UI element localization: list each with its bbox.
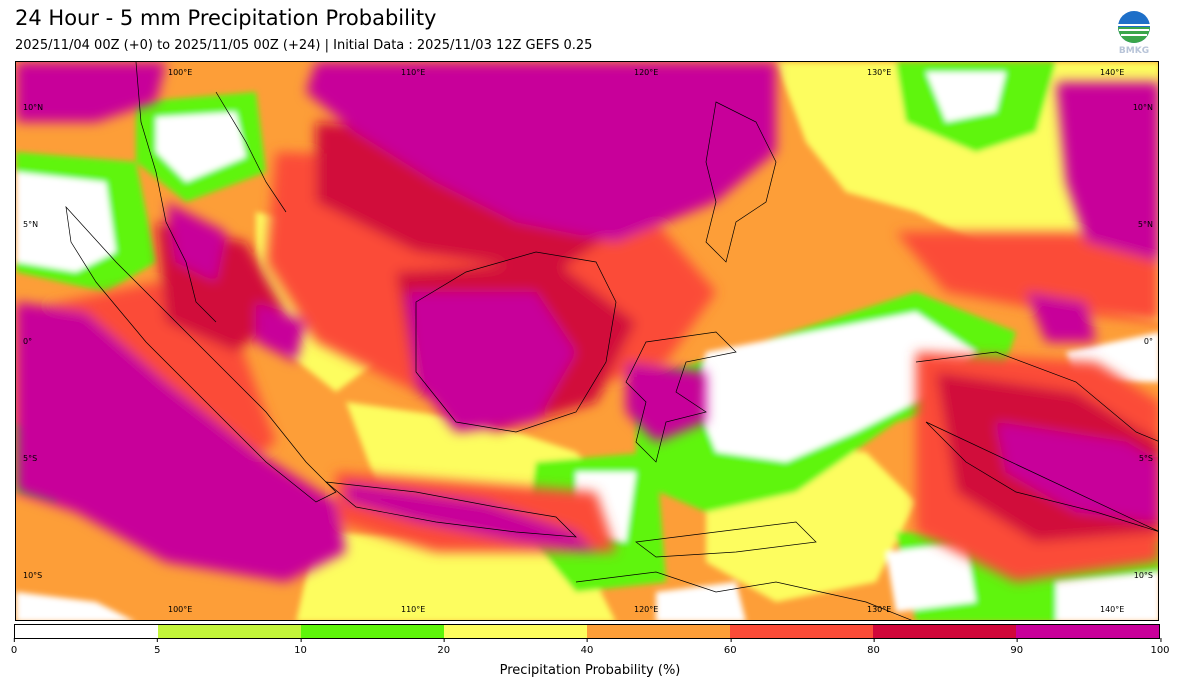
coastline-borneo bbox=[415, 251, 617, 433]
field-magenta-indian-ocean bbox=[16, 302, 346, 582]
colorbar-segment bbox=[1016, 625, 1159, 638]
field-magenta-sumatra bbox=[166, 202, 226, 282]
colorbar-tick-label: 0 bbox=[11, 638, 17, 656]
coastline-java bbox=[324, 481, 577, 538]
lon-label-bottom-110e: 110°E bbox=[401, 605, 425, 614]
colorbar-tick-label: 60 bbox=[724, 638, 737, 656]
field-white-arafura bbox=[886, 542, 976, 612]
colorbar-segment bbox=[444, 625, 587, 638]
coastline-new-guinea bbox=[915, 351, 1158, 532]
colorbar-label: Precipitation Probability (%) bbox=[499, 663, 681, 678]
map-title: 24 Hour - 5 mm Precipitation Probability bbox=[15, 6, 437, 30]
colorbar bbox=[14, 624, 1160, 639]
map-canvas: 100°E 110°E 120°E 130°E 140°E 100°E 110°… bbox=[16, 62, 1158, 620]
lon-label-top-100e: 100°E bbox=[168, 68, 192, 77]
colorbar-segment bbox=[301, 625, 444, 638]
field-magenta-nw bbox=[16, 62, 166, 122]
lon-label-top-110e: 110°E bbox=[401, 68, 425, 77]
bmkg-logo-icon: BMKG bbox=[1118, 11, 1150, 56]
field-magenta-java bbox=[346, 482, 596, 552]
field-magenta-malacca bbox=[256, 302, 306, 362]
lat-label-left-10s: 10°S bbox=[23, 571, 42, 580]
field-white-timor-sea bbox=[656, 582, 746, 620]
lat-label-left-5n: 5°N bbox=[23, 220, 38, 229]
lon-label-bottom-140e: 140°E bbox=[1100, 605, 1124, 614]
field-magenta-pacific bbox=[1056, 82, 1158, 262]
precipitation-map: 100°E 110°E 120°E 130°E 140°E 100°E 110°… bbox=[15, 61, 1159, 621]
lon-label-top-140e: 140°E bbox=[1100, 68, 1124, 77]
lat-label-left-10n: 10°N bbox=[23, 103, 43, 112]
field-red-pacific bbox=[896, 232, 1158, 322]
colorbar-segment bbox=[15, 625, 158, 638]
coastline-australia bbox=[575, 571, 912, 620]
field-yellow-south bbox=[296, 532, 615, 620]
colorbar-tick-label: 5 bbox=[154, 638, 160, 656]
coastline-sumatra bbox=[65, 205, 337, 503]
lon-label-bottom-100e: 100°E bbox=[168, 605, 192, 614]
colorbar-tick-label: 20 bbox=[437, 638, 450, 656]
field-white-sw bbox=[16, 592, 132, 620]
colorbar-tick-label: 10 bbox=[294, 638, 307, 656]
colorbar-segment bbox=[873, 625, 1016, 638]
field-magenta-east bbox=[1026, 292, 1096, 342]
lat-label-right-0: 0° bbox=[1144, 337, 1153, 346]
bmkg-logo-text: BMKG bbox=[1119, 46, 1149, 56]
lon-label-top-130e: 130°E bbox=[867, 68, 891, 77]
colorbar-segment bbox=[158, 625, 301, 638]
lat-label-left-0: 0° bbox=[23, 337, 32, 346]
coastline-sulawesi bbox=[625, 331, 737, 463]
field-white-pacific bbox=[926, 72, 1006, 122]
lat-label-right-10n: 10°N bbox=[1133, 103, 1153, 112]
field-magenta-philippines bbox=[576, 62, 736, 142]
colorbar-tick-label: 100 bbox=[1150, 638, 1170, 656]
field-magenta-borneo bbox=[406, 292, 576, 432]
colorbar-tick-label: 80 bbox=[867, 638, 880, 656]
lat-label-left-5s: 5°S bbox=[23, 454, 37, 463]
map-subtitle: 2025/11/04 00Z (+0) to 2025/11/05 00Z (+… bbox=[15, 38, 593, 53]
field-white-north bbox=[156, 112, 246, 182]
lon-label-bottom-120e: 120°E bbox=[634, 605, 658, 614]
colorbar-tick-label: 40 bbox=[581, 638, 593, 656]
coastline-mainland bbox=[135, 62, 287, 323]
field-white-mainland bbox=[16, 172, 116, 272]
colorbar-tick-label: 90 bbox=[1010, 638, 1023, 656]
coastline-timor bbox=[635, 521, 817, 558]
field-magenta-sulawesi bbox=[626, 362, 706, 442]
colorbar-ticks: 0 5 10 20 40 60 80 90 100 bbox=[11, 638, 1170, 659]
lon-label-top-120e: 120°E bbox=[634, 68, 658, 77]
lat-label-right-10s: 10°S bbox=[1134, 571, 1153, 580]
lat-label-right-5n: 5°N bbox=[1138, 220, 1153, 229]
field-magenta-ng bbox=[996, 422, 1158, 522]
coastline-philippines bbox=[705, 101, 777, 263]
field-white-se bbox=[1056, 572, 1158, 620]
field-white-banda bbox=[696, 312, 976, 462]
colorbar-segment bbox=[730, 625, 873, 638]
coastlines bbox=[65, 62, 1158, 620]
lat-label-right-5s: 5°S bbox=[1139, 454, 1153, 463]
colorbar-segment bbox=[587, 625, 730, 638]
lon-label-bottom-130e: 130°E bbox=[867, 605, 891, 614]
